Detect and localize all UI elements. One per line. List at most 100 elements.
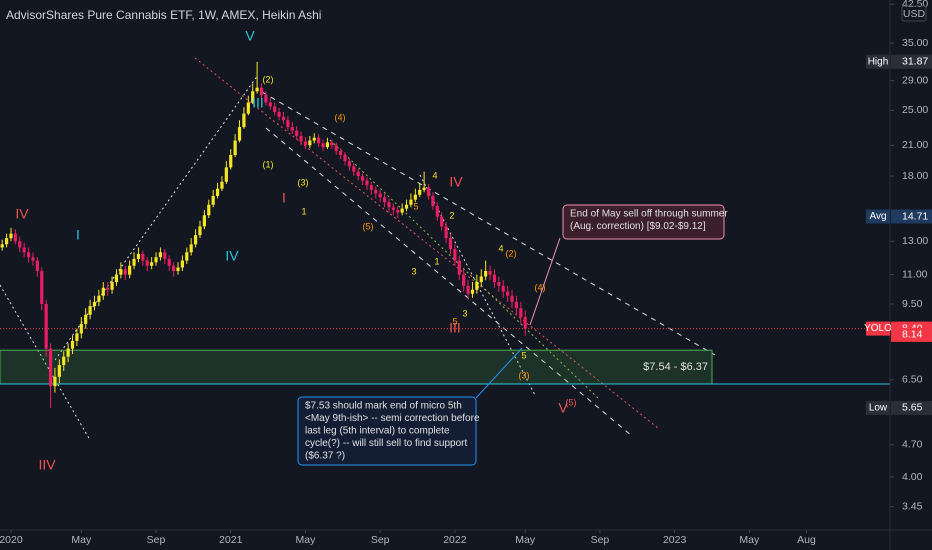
candle-body <box>79 323 83 334</box>
candle-body <box>70 340 75 349</box>
candle-body <box>365 180 369 186</box>
x-tick-label: 2023 <box>663 534 687 546</box>
x-tick-label: Aug <box>797 534 816 546</box>
candle-body <box>321 143 325 148</box>
candle-body <box>110 282 114 290</box>
candle-body <box>523 317 527 329</box>
wave-label: 1 <box>434 256 439 266</box>
x-tick-label: 2022 <box>443 534 467 546</box>
candle-body <box>229 155 233 168</box>
wave-label: (5) <box>566 397 577 407</box>
x-tick-label: May <box>71 534 92 546</box>
trend-short <box>419 174 536 396</box>
y-tick-label: 13.00 <box>902 235 928 247</box>
y-tick-label: 9.50 <box>902 298 923 310</box>
candle-body <box>224 167 228 182</box>
candle-body <box>396 209 400 213</box>
candle-body <box>391 207 395 210</box>
candle-body <box>62 356 66 366</box>
candle-body <box>273 106 277 112</box>
wave-label: (4) <box>335 112 346 122</box>
candle-body <box>44 303 48 349</box>
price-tag <box>866 54 890 69</box>
candle-body <box>123 269 127 275</box>
candle-body <box>101 287 105 296</box>
candle-body <box>317 137 321 144</box>
note-text: $7.53 should mark end of micro 5th <box>305 401 462 412</box>
price-tag <box>866 400 890 415</box>
candle-body <box>189 244 193 253</box>
candle-body <box>132 258 136 266</box>
x-tick-label: Sep <box>591 534 610 546</box>
currency: USD <box>903 8 926 20</box>
candle-body <box>66 348 70 357</box>
price-value: 5.65 <box>902 402 923 414</box>
zone-label: $7.54 - $6.37 <box>643 361 708 373</box>
candle-body <box>409 199 413 205</box>
wave-label: (2) <box>263 74 274 84</box>
candle-body <box>220 181 224 189</box>
candle-body <box>497 282 501 286</box>
candle-body <box>198 226 202 236</box>
candle-body <box>488 271 492 275</box>
candle-body <box>211 195 215 205</box>
wave-label: (3) <box>519 370 530 380</box>
channel-upper <box>261 91 716 356</box>
candle-body <box>466 285 470 294</box>
candle-body <box>75 333 79 341</box>
note-box <box>562 204 725 240</box>
candle-body <box>462 274 466 286</box>
candle-body <box>426 187 431 196</box>
candle-body <box>444 226 448 239</box>
candle-body <box>492 274 497 283</box>
y-tick-label: 42.50 <box>902 0 928 10</box>
note-box <box>297 396 477 466</box>
price-value: 14.71 <box>902 210 928 222</box>
candle-body <box>312 137 316 141</box>
candle-body <box>163 252 167 259</box>
wave-label: I <box>282 190 286 206</box>
x-tick-label: 2020 <box>0 534 23 546</box>
candle-body <box>325 142 330 148</box>
candle-body <box>167 258 171 266</box>
candle-body <box>435 206 439 217</box>
candle-body <box>510 295 514 302</box>
wave-label: (5) <box>363 221 374 231</box>
note-text: last leg (5th interval) to complete <box>305 426 450 437</box>
y-tick-label: 29.00 <box>902 74 928 86</box>
price-value: 8.14 <box>902 329 923 341</box>
price-tag-name: Low <box>869 403 888 414</box>
candle-body <box>22 247 26 253</box>
candle-body <box>519 308 523 318</box>
candle-body <box>207 204 211 216</box>
candle-body <box>259 87 264 95</box>
y-tick-label: 35.00 <box>902 37 928 49</box>
wave-label: IIV <box>38 457 56 473</box>
y-tick-label: 6.50 <box>902 374 923 386</box>
candle-body <box>13 233 17 242</box>
price-tag-name: Avg <box>869 211 886 222</box>
candle-body <box>31 257 35 261</box>
wave-label: (2) <box>506 248 517 258</box>
note-text: cycle(?) -- will still sell to find supp… <box>305 438 467 449</box>
candle-body <box>88 306 92 315</box>
candle-body <box>299 135 303 142</box>
candle-body <box>382 197 387 203</box>
candle-body <box>4 238 9 245</box>
price-value: 31.87 <box>902 56 928 68</box>
note-pointer <box>475 347 523 399</box>
candle-body <box>193 235 198 245</box>
x-tick-label: Sep <box>371 534 390 546</box>
candle-body <box>48 348 53 387</box>
y-tick-label: 11.00 <box>902 268 928 280</box>
y-tick-label: 4.70 <box>902 439 923 451</box>
candle-body <box>150 262 154 266</box>
candle-body <box>290 127 294 131</box>
candle-body <box>185 252 189 261</box>
candle-body <box>141 253 145 261</box>
candle-body <box>308 140 312 146</box>
candle-body <box>242 113 246 128</box>
candle-body <box>352 166 356 172</box>
